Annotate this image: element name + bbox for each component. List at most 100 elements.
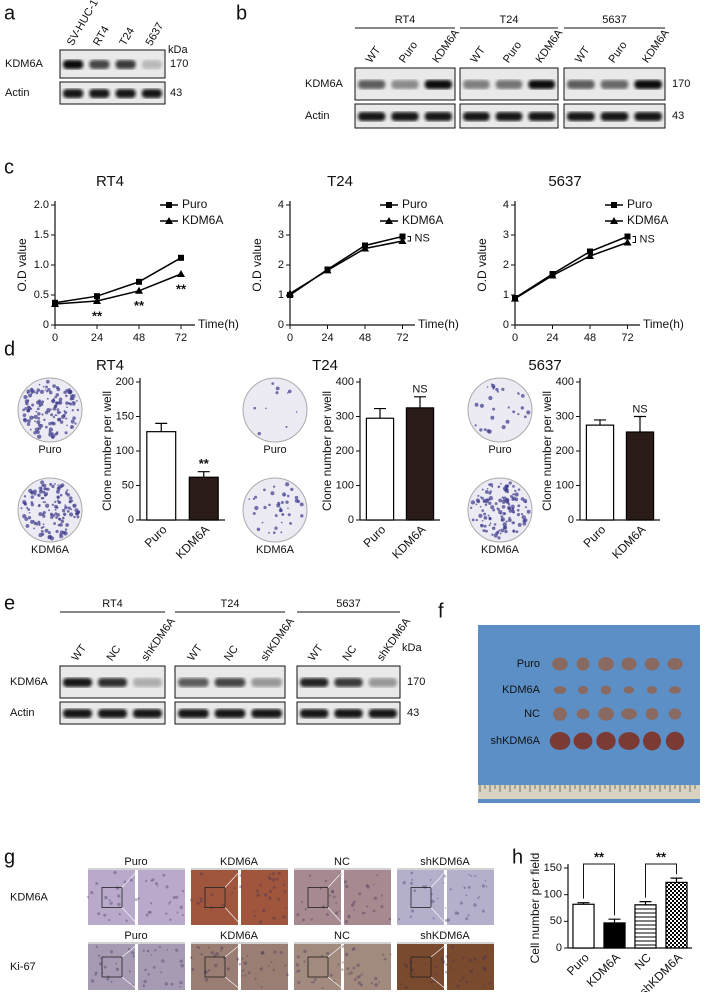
cell (236, 957, 240, 961)
colony (484, 503, 488, 507)
colony (37, 423, 41, 427)
cell (449, 888, 452, 891)
y-tick-label: 100 (116, 445, 134, 457)
y-axis-label: Cell number per field (528, 853, 542, 964)
x-tick-label: 48 (584, 332, 596, 344)
y-axis-label: O.D value (475, 238, 489, 292)
colony (479, 403, 485, 408)
colony (50, 413, 54, 417)
colony (27, 419, 31, 424)
error-bar (374, 407, 386, 419)
colony (40, 526, 44, 530)
colony (490, 505, 495, 510)
cell (303, 949, 307, 954)
chart-title: T24 (327, 173, 353, 190)
colony (24, 407, 28, 410)
colony (51, 421, 56, 426)
cell (310, 918, 313, 921)
cell (345, 884, 349, 889)
marker (94, 293, 100, 300)
colony (38, 383, 41, 386)
colony (38, 512, 43, 517)
colony (22, 500, 27, 505)
dish (467, 377, 533, 443)
colony (475, 518, 478, 522)
ihc-zoom (447, 870, 494, 925)
bar (146, 431, 177, 521)
cell (313, 977, 317, 981)
x-tick-label: 0 (287, 332, 293, 344)
colony (55, 529, 59, 534)
marker (286, 289, 294, 297)
colony (507, 503, 511, 506)
colony (70, 508, 73, 511)
colony (76, 515, 80, 519)
colony (280, 531, 283, 534)
lane-label: 5637 (144, 21, 167, 48)
cell (295, 963, 300, 967)
colony (508, 516, 511, 519)
band (89, 60, 110, 69)
colony (489, 483, 491, 485)
cell (352, 947, 356, 950)
cell (436, 897, 439, 900)
colony (516, 508, 520, 512)
colony (36, 388, 41, 392)
colony (522, 519, 526, 523)
tumour (618, 732, 640, 750)
cell (361, 912, 365, 915)
lane-label: WT (70, 642, 90, 663)
colony (64, 528, 68, 531)
cell (450, 967, 453, 970)
colony (286, 494, 290, 498)
annotation: ** (199, 456, 210, 471)
colony (294, 495, 299, 500)
colony (280, 501, 284, 504)
band (251, 709, 282, 718)
colony (40, 529, 44, 533)
band (300, 709, 329, 718)
bar (585, 424, 615, 521)
lane-label: Puro (397, 39, 420, 65)
band (528, 80, 555, 89)
cell (142, 949, 145, 952)
cell (175, 895, 179, 899)
cell (374, 983, 378, 987)
marker (548, 271, 557, 279)
group-label: 5637 (336, 598, 360, 610)
colony (64, 411, 68, 415)
cell (160, 971, 163, 974)
cell (349, 971, 353, 975)
zoom-line (121, 907, 139, 926)
cell (372, 909, 376, 913)
colony (37, 493, 41, 497)
size-label: 43 (407, 707, 419, 719)
lane-label: T24 (117, 26, 137, 48)
lane-label: WT (306, 642, 326, 663)
zoom-line (121, 869, 139, 888)
colony (257, 431, 262, 436)
error-bar (414, 396, 426, 408)
cell (334, 911, 339, 915)
band (528, 112, 555, 121)
band (63, 60, 84, 69)
y-tick-label: 0 (128, 514, 134, 526)
cell (454, 911, 459, 915)
marker (178, 254, 184, 261)
colony (49, 482, 53, 486)
cell (321, 905, 326, 909)
band (391, 80, 419, 89)
legend-label: KDM6A (627, 213, 668, 227)
column-label: KDM6A (220, 856, 259, 868)
band (214, 709, 246, 718)
cell (275, 878, 279, 881)
bar (188, 476, 219, 521)
colony (45, 390, 49, 393)
cell (176, 911, 179, 914)
cell (164, 982, 169, 986)
cell (477, 897, 480, 900)
colony (33, 489, 37, 494)
ruler (478, 785, 700, 799)
y-tick-label: 50 (122, 479, 134, 491)
cell (220, 946, 224, 950)
